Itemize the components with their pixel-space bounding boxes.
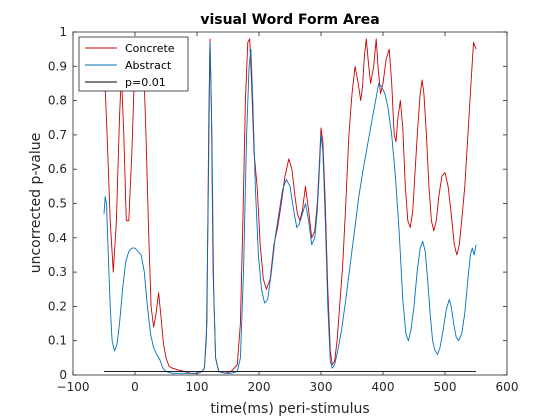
y-tick-label: 0.3	[48, 265, 67, 279]
y-tick-label: 0.4	[48, 231, 67, 245]
y-tick-label: 0	[59, 368, 67, 382]
x-tick-label: 500	[434, 380, 457, 394]
x-axis-label: time(ms) peri-stimulus	[210, 401, 369, 417]
x-tick-label: 300	[310, 380, 333, 394]
y-tick-label: 0.7	[48, 128, 67, 142]
x-tick-label: 200	[248, 380, 271, 394]
chart-title: visual Word Form Area	[200, 12, 379, 28]
legend: Concrete Abstract p=0.01	[78, 36, 189, 92]
legend-label-0: Concrete	[125, 42, 175, 55]
ticks-layer: −100 0 100 200 300 400 500 60000.10.20.30.40.50…	[48, 25, 519, 394]
legend-label-2: p=0.01	[125, 76, 166, 89]
y-axis-label: uncorrected p-value	[28, 133, 44, 274]
y-tick-label: 0.9	[48, 59, 67, 73]
legend-label-1: Abstract	[125, 59, 172, 72]
x-tick-label: 0	[131, 380, 139, 394]
y-tick-label: 1	[59, 25, 67, 39]
series-layer	[103, 38, 477, 375]
y-tick-label: 0.6	[48, 162, 67, 176]
series-line-1	[103, 41, 477, 374]
y-tick-label: 0.5	[48, 197, 67, 211]
x-tick-label: 600	[496, 380, 519, 394]
series-line-0	[103, 38, 477, 375]
y-tick-label: 0.8	[48, 94, 67, 108]
x-tick-label: 400	[372, 380, 395, 394]
y-tick-label: 0.2	[48, 299, 67, 313]
y-tick-label: 0.1	[48, 334, 67, 348]
x-tick-label: 100	[186, 380, 209, 394]
x-tick-label: −100	[57, 380, 90, 394]
